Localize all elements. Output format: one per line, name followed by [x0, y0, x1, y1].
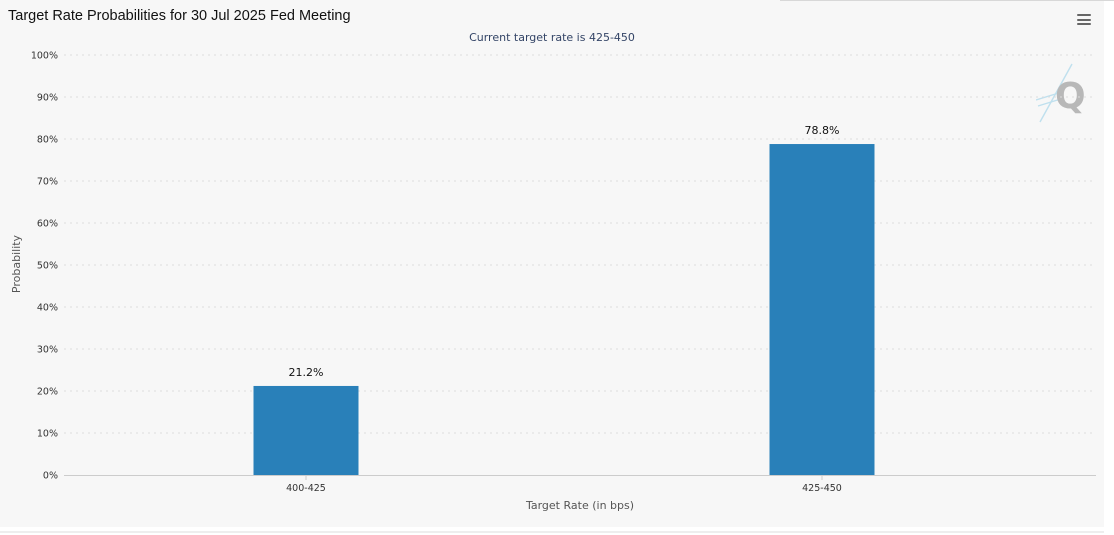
data-labels: 21.2% 78.8%: [289, 124, 840, 379]
data-label: 78.8%: [805, 124, 840, 137]
y-axis-ticks: 0% 10% 20% 30% 40% 50% 60% 70% 80% 90% 100%: [31, 51, 58, 482]
y-tick-label: 10%: [37, 429, 58, 440]
y-tick-label: 80%: [37, 135, 58, 146]
bar-400-425[interactable]: [253, 385, 359, 475]
chart-panel: [0, 0, 1104, 527]
y-tick-label: 0%: [43, 471, 58, 482]
y-tick-label: 100%: [31, 51, 58, 62]
hamburger-menu-icon: [1077, 14, 1091, 17]
data-label: 21.2%: [289, 366, 324, 379]
y-tick-label: 70%: [37, 177, 58, 188]
bars: [253, 144, 875, 476]
y-tick-label: 20%: [37, 387, 58, 398]
top-divider: [780, 0, 1114, 1]
x-tick-label: 400-425: [286, 483, 326, 494]
y-axis-title: Probability: [10, 234, 23, 293]
bottom-divider: [0, 531, 1104, 533]
x-axis-title: Target Rate (in bps): [525, 499, 634, 512]
x-axis-ticks: 400-425 425-450: [286, 475, 842, 494]
bar-425-450[interactable]: [769, 144, 875, 476]
y-tick-label: 50%: [37, 261, 58, 272]
y-tick-label: 40%: [37, 303, 58, 314]
bar-chart: 0% 10% 20% 30% 40% 50% 60% 70% 80% 90% 100% 21.2% 7…: [10, 51, 1096, 512]
x-tick-label: 425-450: [802, 483, 842, 494]
y-tick-label: 90%: [37, 93, 58, 104]
chart-menu-button[interactable]: [1070, 8, 1096, 30]
y-tick-label: 30%: [37, 345, 58, 356]
chart-subtitle: Current target rate is 425-450: [469, 31, 635, 44]
y-tick-label: 60%: [37, 219, 58, 230]
hamburger-menu-icon-line: [1077, 23, 1091, 26]
grid-lines: [64, 54, 1096, 434]
chart-title: Target Rate Probabilities for 30 Jul 202…: [8, 8, 351, 24]
hamburger-menu-icon-line: [1077, 18, 1091, 21]
